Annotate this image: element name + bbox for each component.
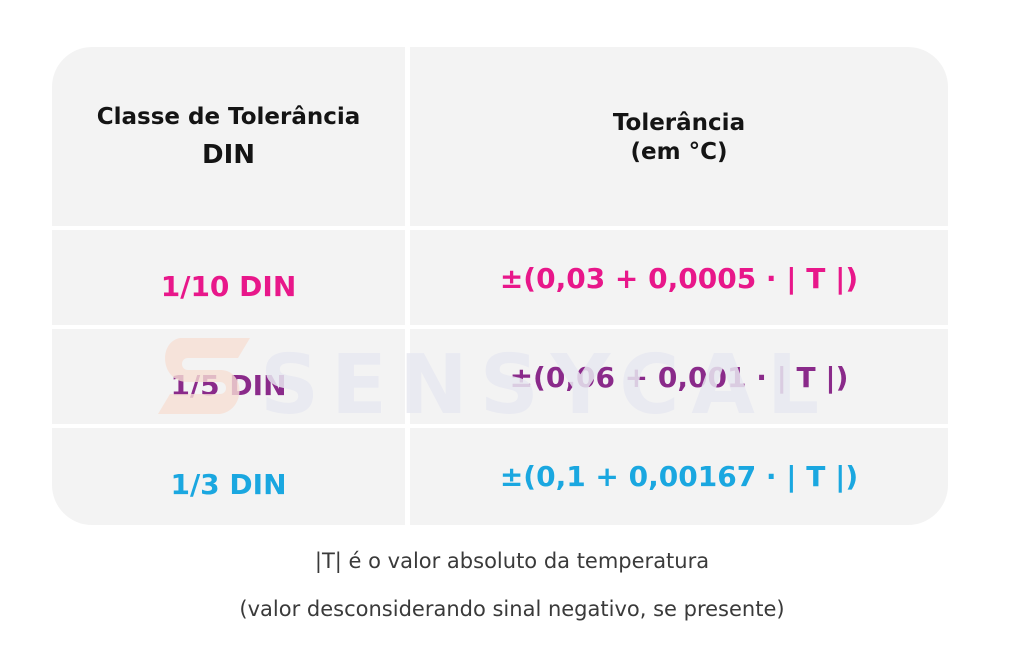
row2-class: 1/5 DIN [170,368,287,402]
header-tolerance-line1: Tolerância [612,109,746,136]
row3-tolerance: ±(0,1 + 0,00167 · | T |) [499,460,859,493]
note-line1: |T| é o valor absoluto da temperatura [314,549,710,573]
header-tolerance-line2: (em °C) [630,138,728,165]
header-class-line2: DIN [201,140,255,171]
column-divider [405,47,410,525]
tolerance-table: Classe de Tolerância DIN Tolerância (em … [52,47,948,525]
row-divider [52,325,948,329]
header-class-cell: Classe de Tolerância DIN [52,47,405,228]
header-class-line1: Classe de Tolerância [96,103,361,130]
note-line2: (valor desconsiderando sinal negativo, s… [239,597,785,621]
row3-class: 1/3 DIN [170,468,287,501]
row2-tolerance: ±(0,06 + 0,001 · | T |) [509,360,849,394]
row1-tolerance: ±(0,03 + 0,0005 · | T |) [499,261,859,295]
header-tolerance-cell: Tolerância (em °C) [410,47,948,228]
row-divider [52,226,948,230]
row1-class: 1/10 DIN [160,269,297,303]
row-divider [52,424,948,428]
